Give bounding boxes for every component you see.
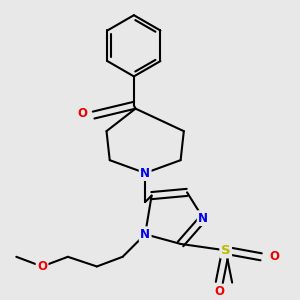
Text: O: O [37, 260, 47, 273]
Text: N: N [140, 167, 150, 179]
Text: N: N [140, 228, 150, 241]
Text: N: N [198, 212, 208, 225]
Text: O: O [214, 285, 224, 298]
Text: O: O [269, 250, 279, 263]
Text: S: S [221, 244, 230, 257]
Text: O: O [77, 107, 87, 120]
